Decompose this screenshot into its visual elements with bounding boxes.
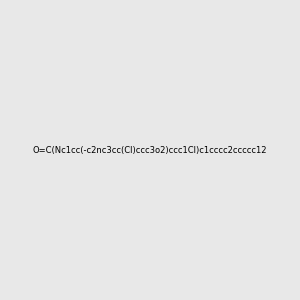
Text: O=C(Nc1cc(-c2nc3cc(Cl)ccc3o2)ccc1Cl)c1cccc2ccccc12: O=C(Nc1cc(-c2nc3cc(Cl)ccc3o2)ccc1Cl)c1cc…: [33, 146, 267, 154]
